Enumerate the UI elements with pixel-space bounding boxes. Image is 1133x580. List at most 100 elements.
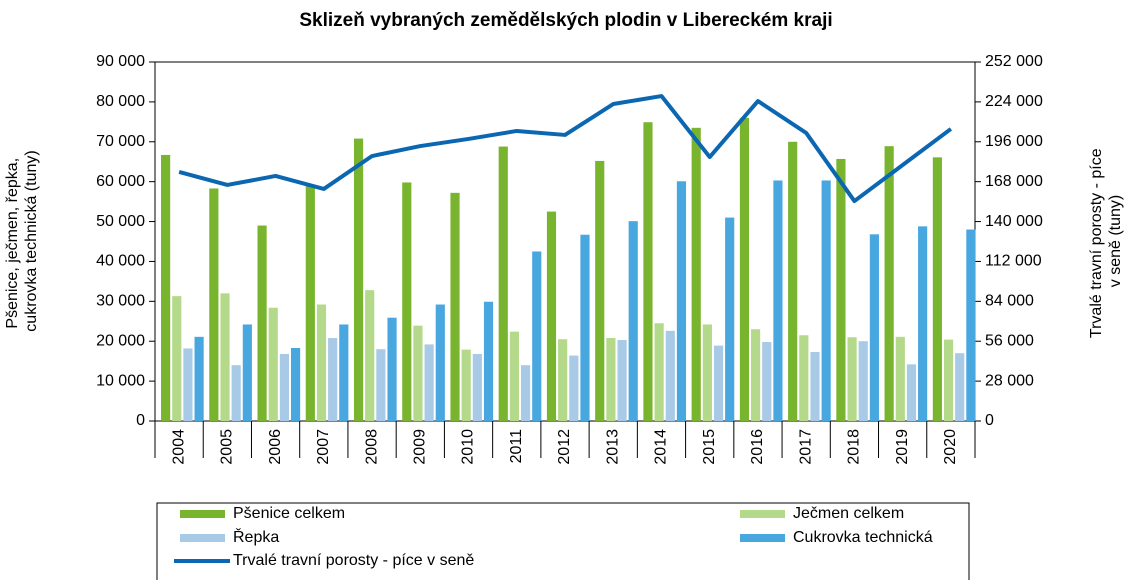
bar xyxy=(702,324,712,421)
bar xyxy=(966,229,976,421)
y2-axis-title: Trvalé travní porosty - píce v seně (tun… xyxy=(1088,144,1124,338)
chart-title: Sklizeň vybraných zemědělských plodin v … xyxy=(299,10,832,31)
legend-label: Řepka xyxy=(233,527,279,546)
legend-label: Pšenice celkem xyxy=(233,505,345,522)
legend-label: Trvalé travní porosty - píce v seně xyxy=(233,552,474,569)
bar xyxy=(183,348,193,421)
bar xyxy=(461,349,471,421)
bar xyxy=(788,141,798,421)
bar xyxy=(353,138,364,421)
bar xyxy=(884,146,894,421)
bar xyxy=(194,336,204,421)
bar xyxy=(498,146,508,421)
bar xyxy=(172,296,182,421)
bar xyxy=(773,180,783,421)
y-tick-label: 20 000 xyxy=(96,332,145,349)
bar xyxy=(665,330,675,421)
bar xyxy=(509,331,520,421)
y-tick-label: 50 000 xyxy=(96,213,145,230)
bar xyxy=(402,182,412,421)
legend-swatch xyxy=(740,510,785,518)
bar xyxy=(424,344,434,421)
bar xyxy=(435,304,445,421)
bar xyxy=(643,122,653,421)
bar xyxy=(676,181,687,421)
bar xyxy=(617,340,627,421)
y-tick-label: 252 000 xyxy=(985,53,1043,70)
bar xyxy=(268,307,278,421)
bar xyxy=(339,324,349,421)
x-tick-label: 2011 xyxy=(508,429,525,464)
bar xyxy=(328,338,338,421)
bar xyxy=(955,353,965,421)
x-tick-label: 2018 xyxy=(846,429,863,465)
bar xyxy=(943,339,954,421)
bar xyxy=(376,349,386,421)
y-tick-label: 40 000 xyxy=(96,253,145,270)
x-tick-label: 2012 xyxy=(556,429,573,465)
bar xyxy=(739,117,750,421)
y-tick-label: 28 000 xyxy=(985,372,1034,389)
bar xyxy=(220,293,230,421)
y-tick-label: 224 000 xyxy=(985,93,1043,110)
y-tick-label: 0 xyxy=(985,412,994,429)
bar xyxy=(569,355,579,421)
x-tick-label: 2019 xyxy=(894,429,911,465)
bar xyxy=(450,192,460,421)
bar xyxy=(290,348,301,421)
x-tick-label: 2008 xyxy=(363,429,380,465)
x-tick-label: 2015 xyxy=(701,429,718,465)
y-tick-label: 60 000 xyxy=(96,173,145,190)
bar xyxy=(257,225,267,421)
bar xyxy=(483,301,494,421)
bar xyxy=(595,160,605,421)
bar xyxy=(628,221,638,421)
bar xyxy=(606,338,616,421)
bar xyxy=(209,188,219,421)
bar xyxy=(387,317,397,421)
y-tick-label: 140 000 xyxy=(985,213,1043,230)
bar xyxy=(751,329,761,421)
y-tick-label: 30 000 xyxy=(96,293,145,310)
legend-label: Cukrovka technická xyxy=(793,529,933,546)
x-tick-label: 2016 xyxy=(749,429,766,465)
x-tick-label: 2014 xyxy=(653,429,670,465)
y-tick-label: 56 000 xyxy=(985,332,1034,349)
x-tick-label: 2006 xyxy=(267,429,284,465)
bar xyxy=(810,351,820,421)
bar xyxy=(895,336,905,421)
y-tick-label: 112 000 xyxy=(985,253,1042,270)
bar xyxy=(762,342,772,421)
bar xyxy=(521,365,531,421)
bar xyxy=(847,337,857,421)
bar xyxy=(316,304,327,421)
bar xyxy=(231,365,241,421)
x-tick-label: 2007 xyxy=(315,429,332,465)
bar xyxy=(472,353,482,421)
bar xyxy=(546,211,557,421)
bar xyxy=(932,157,942,421)
x-tick-label: 2005 xyxy=(219,429,236,465)
y-tick-label: 90 000 xyxy=(96,53,145,70)
x-tick-label: 2020 xyxy=(942,429,959,465)
legend-swatch xyxy=(180,534,225,542)
line-series xyxy=(178,94,953,204)
bar xyxy=(821,180,831,421)
bar xyxy=(305,185,315,421)
bar xyxy=(906,364,917,421)
bar xyxy=(580,234,590,421)
bar xyxy=(799,335,809,421)
legend xyxy=(156,502,970,580)
legend-label: Ječmen celkem xyxy=(793,505,904,522)
bar xyxy=(279,353,289,421)
legend-swatch xyxy=(180,510,225,518)
y-tick-label: 70 000 xyxy=(96,133,145,150)
bar xyxy=(365,290,375,421)
x-tick-label: 2013 xyxy=(604,429,621,465)
bar xyxy=(725,217,735,421)
legend-swatch xyxy=(740,534,785,542)
bar xyxy=(691,127,701,422)
x-tick-label: 2017 xyxy=(797,429,814,465)
y-tick-label: 84 000 xyxy=(985,293,1034,310)
